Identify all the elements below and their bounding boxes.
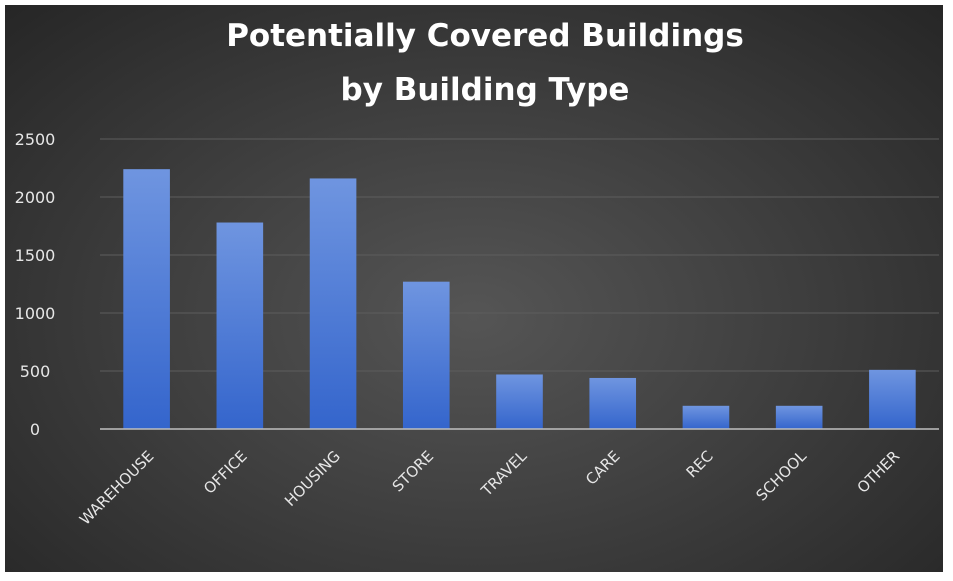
bar-housing <box>309 178 357 429</box>
x-tick-label-travel: TRAVEL <box>477 447 531 501</box>
x-tick-label-office: OFFICE <box>200 447 251 498</box>
bar-chart: Potentially Covered Buildings by Buildin… <box>15 18 939 529</box>
bar-travel <box>496 374 543 429</box>
x-tick-label-other: OTHER <box>854 447 904 497</box>
x-tick-label-school: SCHOOL <box>753 447 811 505</box>
y-tick-label: 1500 <box>15 246 56 265</box>
bar-store <box>402 281 450 429</box>
y-tick-label: 500 <box>20 362 51 381</box>
x-tick-label-care: CARE <box>582 447 623 488</box>
bar-school <box>775 405 823 429</box>
bar-warehouse <box>123 169 170 429</box>
x-axis-ticks: WAREHOUSE OFFICE HOUSING STORE TRAVEL CARE REC… <box>76 447 903 529</box>
bar-care <box>589 377 637 429</box>
chart-area: Potentially Covered Buildings by Buildin… <box>5 5 943 572</box>
bars <box>123 169 916 429</box>
y-tick-label: 0 <box>30 420 40 439</box>
x-tick-label-rec: REC <box>683 447 717 481</box>
x-tick-label-warehouse: WAREHOUSE <box>76 447 157 528</box>
bar-rec <box>682 405 730 429</box>
y-tick-label: 1000 <box>15 304 56 323</box>
x-tick-label-housing: HOUSING <box>281 447 344 510</box>
x-tick-label-store: STORE <box>389 447 437 495</box>
y-tick-label: 2000 <box>15 188 56 207</box>
bar-other <box>869 369 916 429</box>
bar-office <box>216 222 264 429</box>
y-axis-ticks: 0 500 1000 1500 2000 2500 <box>15 130 56 439</box>
chart-title-line-1: Potentially Covered Buildings <box>226 18 744 54</box>
chart-title-line-2: by Building Type <box>341 72 630 108</box>
y-tick-label: 2500 <box>15 130 56 149</box>
